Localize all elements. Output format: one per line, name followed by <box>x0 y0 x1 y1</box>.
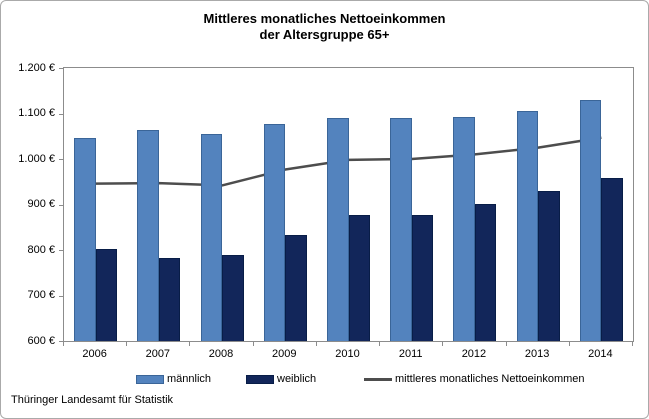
legend-item-nettoeinkommen: mittleres monatliches Nettoeinkommen <box>364 372 585 386</box>
legend-item-maennlich: männlich <box>136 372 211 386</box>
y-axis-tick <box>59 250 63 251</box>
y-axis-tick-label: 1.100 € <box>18 107 55 119</box>
x-axis-label-2006: 2006 <box>82 348 107 360</box>
legend-label-maennlich: männlich <box>167 373 212 385</box>
x-axis-tick <box>379 342 381 346</box>
x-axis-tick <box>315 342 317 346</box>
chart-title-line2: der Altersgruppe 65+ <box>259 27 390 42</box>
bar-weiblich-2012 <box>474 203 497 341</box>
x-axis-label-2012: 2012 <box>461 348 487 360</box>
x-axis-tick <box>252 342 254 346</box>
y-axis-tick <box>59 159 63 160</box>
x-axis-label-2014: 2014 <box>588 348 613 360</box>
y-axis-tick <box>59 113 63 115</box>
x-axis-label-2007: 2007 <box>145 348 171 360</box>
legend-item-weiblich: weiblich <box>246 372 316 386</box>
x-axis-label-2013: 2013 <box>524 348 550 360</box>
bar-maennlich-2009 <box>263 124 286 341</box>
y-axis-tick <box>59 204 63 206</box>
bar-weiblich-2008 <box>222 255 244 341</box>
x-axis-tick <box>632 342 633 346</box>
bar-weiblich-2013 <box>538 191 560 341</box>
x-axis-label-2011: 2011 <box>398 348 423 360</box>
x-axis-tick <box>442 342 444 346</box>
y-axis-tick-label: 900 € <box>27 198 55 210</box>
y-axis-tick-label: 1.200 € <box>18 61 55 74</box>
bar-weiblich-2010 <box>348 214 370 341</box>
bar-maennlich-2008 <box>200 133 223 341</box>
bar-weiblich-2014 <box>601 178 623 341</box>
bar-maennlich-2012 <box>453 117 475 341</box>
x-axis-label-2008: 2008 <box>208 348 234 360</box>
y-axis-tick <box>59 341 63 342</box>
bar-maennlich-2014 <box>579 100 602 341</box>
y-axis-tick <box>59 295 63 297</box>
x-axis-tick <box>189 342 191 346</box>
x-axis-tick <box>505 342 507 346</box>
x-axis-tick <box>126 342 128 346</box>
y-axis-tick-label: 800 € <box>27 243 55 256</box>
bar-maennlich-2006 <box>74 137 96 341</box>
x-axis-tick <box>63 342 64 346</box>
bar-maennlich-2011 <box>390 118 412 341</box>
legend-label-nettoeinkommen: mittleres monatliches Nettoeinkommen <box>395 373 585 385</box>
bar-weiblich-2007 <box>158 257 181 341</box>
nettoeinkommen-line-swatch <box>364 377 392 381</box>
x-axis-tick <box>568 342 570 346</box>
bar-weiblich-2011 <box>411 214 434 341</box>
bar-maennlich-2013 <box>516 111 539 341</box>
maennlich-swatch <box>136 374 164 384</box>
plot-area <box>63 67 634 342</box>
legend-label-weiblich: weiblich <box>277 373 317 385</box>
weiblich-swatch <box>246 374 274 384</box>
y-axis-tick-label: 1.000 € <box>18 152 55 165</box>
bar-weiblich-2006 <box>95 249 118 341</box>
chart-title: Mittleres monatliches Nettoeinkommen der… <box>1 11 648 43</box>
x-axis-label-2010: 2010 <box>335 348 360 360</box>
y-axis-tick <box>59 68 63 69</box>
x-axis-label-2009: 2009 <box>272 348 297 360</box>
chart-title-line1: Mittleres monatliches Nettoeinkommen <box>203 11 446 26</box>
source-caption: Thüringer Landesamt für Statistik <box>11 394 174 406</box>
bar-maennlich-2007 <box>137 129 159 341</box>
y-axis-tick-label: 600 € <box>27 334 55 347</box>
y-axis-tick-label: 700 € <box>27 289 55 301</box>
bar-weiblich-2009 <box>285 234 307 341</box>
bar-maennlich-2010 <box>327 118 349 341</box>
